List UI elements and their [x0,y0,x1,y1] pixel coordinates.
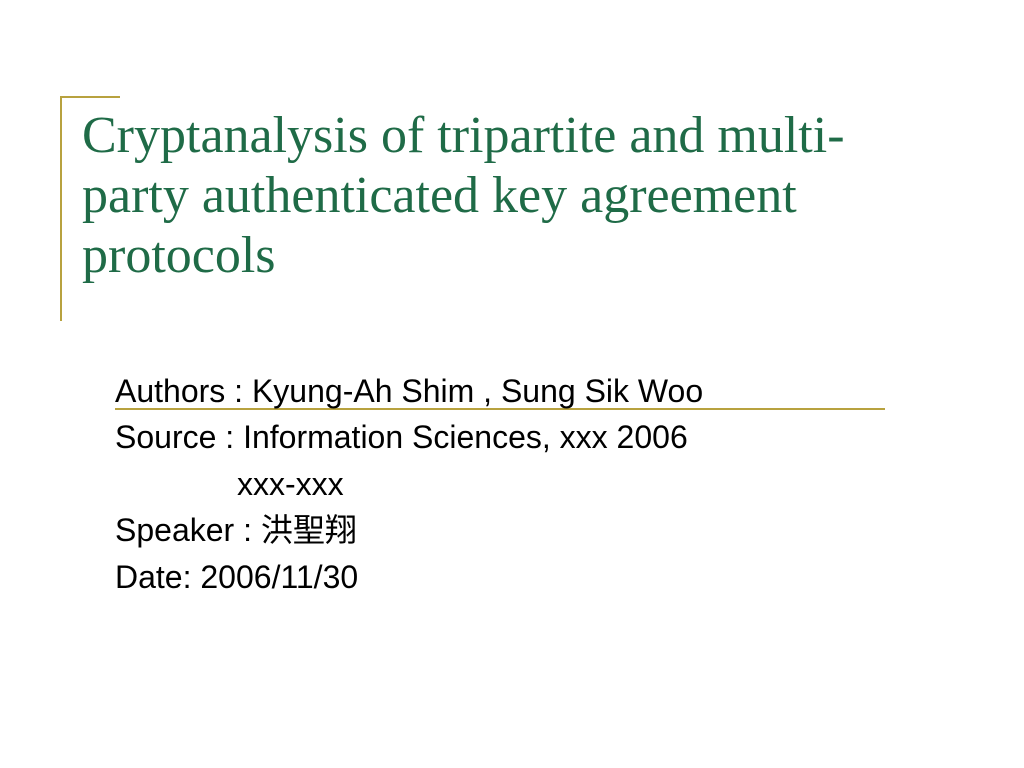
authors-line: Authors : Kyung-Ah Shim , Sung Sik Woo [115,368,915,414]
date-line: Date: 2006/11/30 [115,554,915,600]
speaker-line: Speaker : 洪聖翔 [115,507,915,553]
slide-title: Cryptanalysis of tripartite and multi-pa… [60,96,940,285]
source-line-1: Source : Information Sciences, xxx 2006 [115,414,915,460]
source-line-2: xxx-xxx [115,461,915,507]
title-container: Cryptanalysis of tripartite and multi-pa… [60,96,940,285]
body-container: Authors : Kyung-Ah Shim , Sung Sik Woo S… [115,368,915,600]
